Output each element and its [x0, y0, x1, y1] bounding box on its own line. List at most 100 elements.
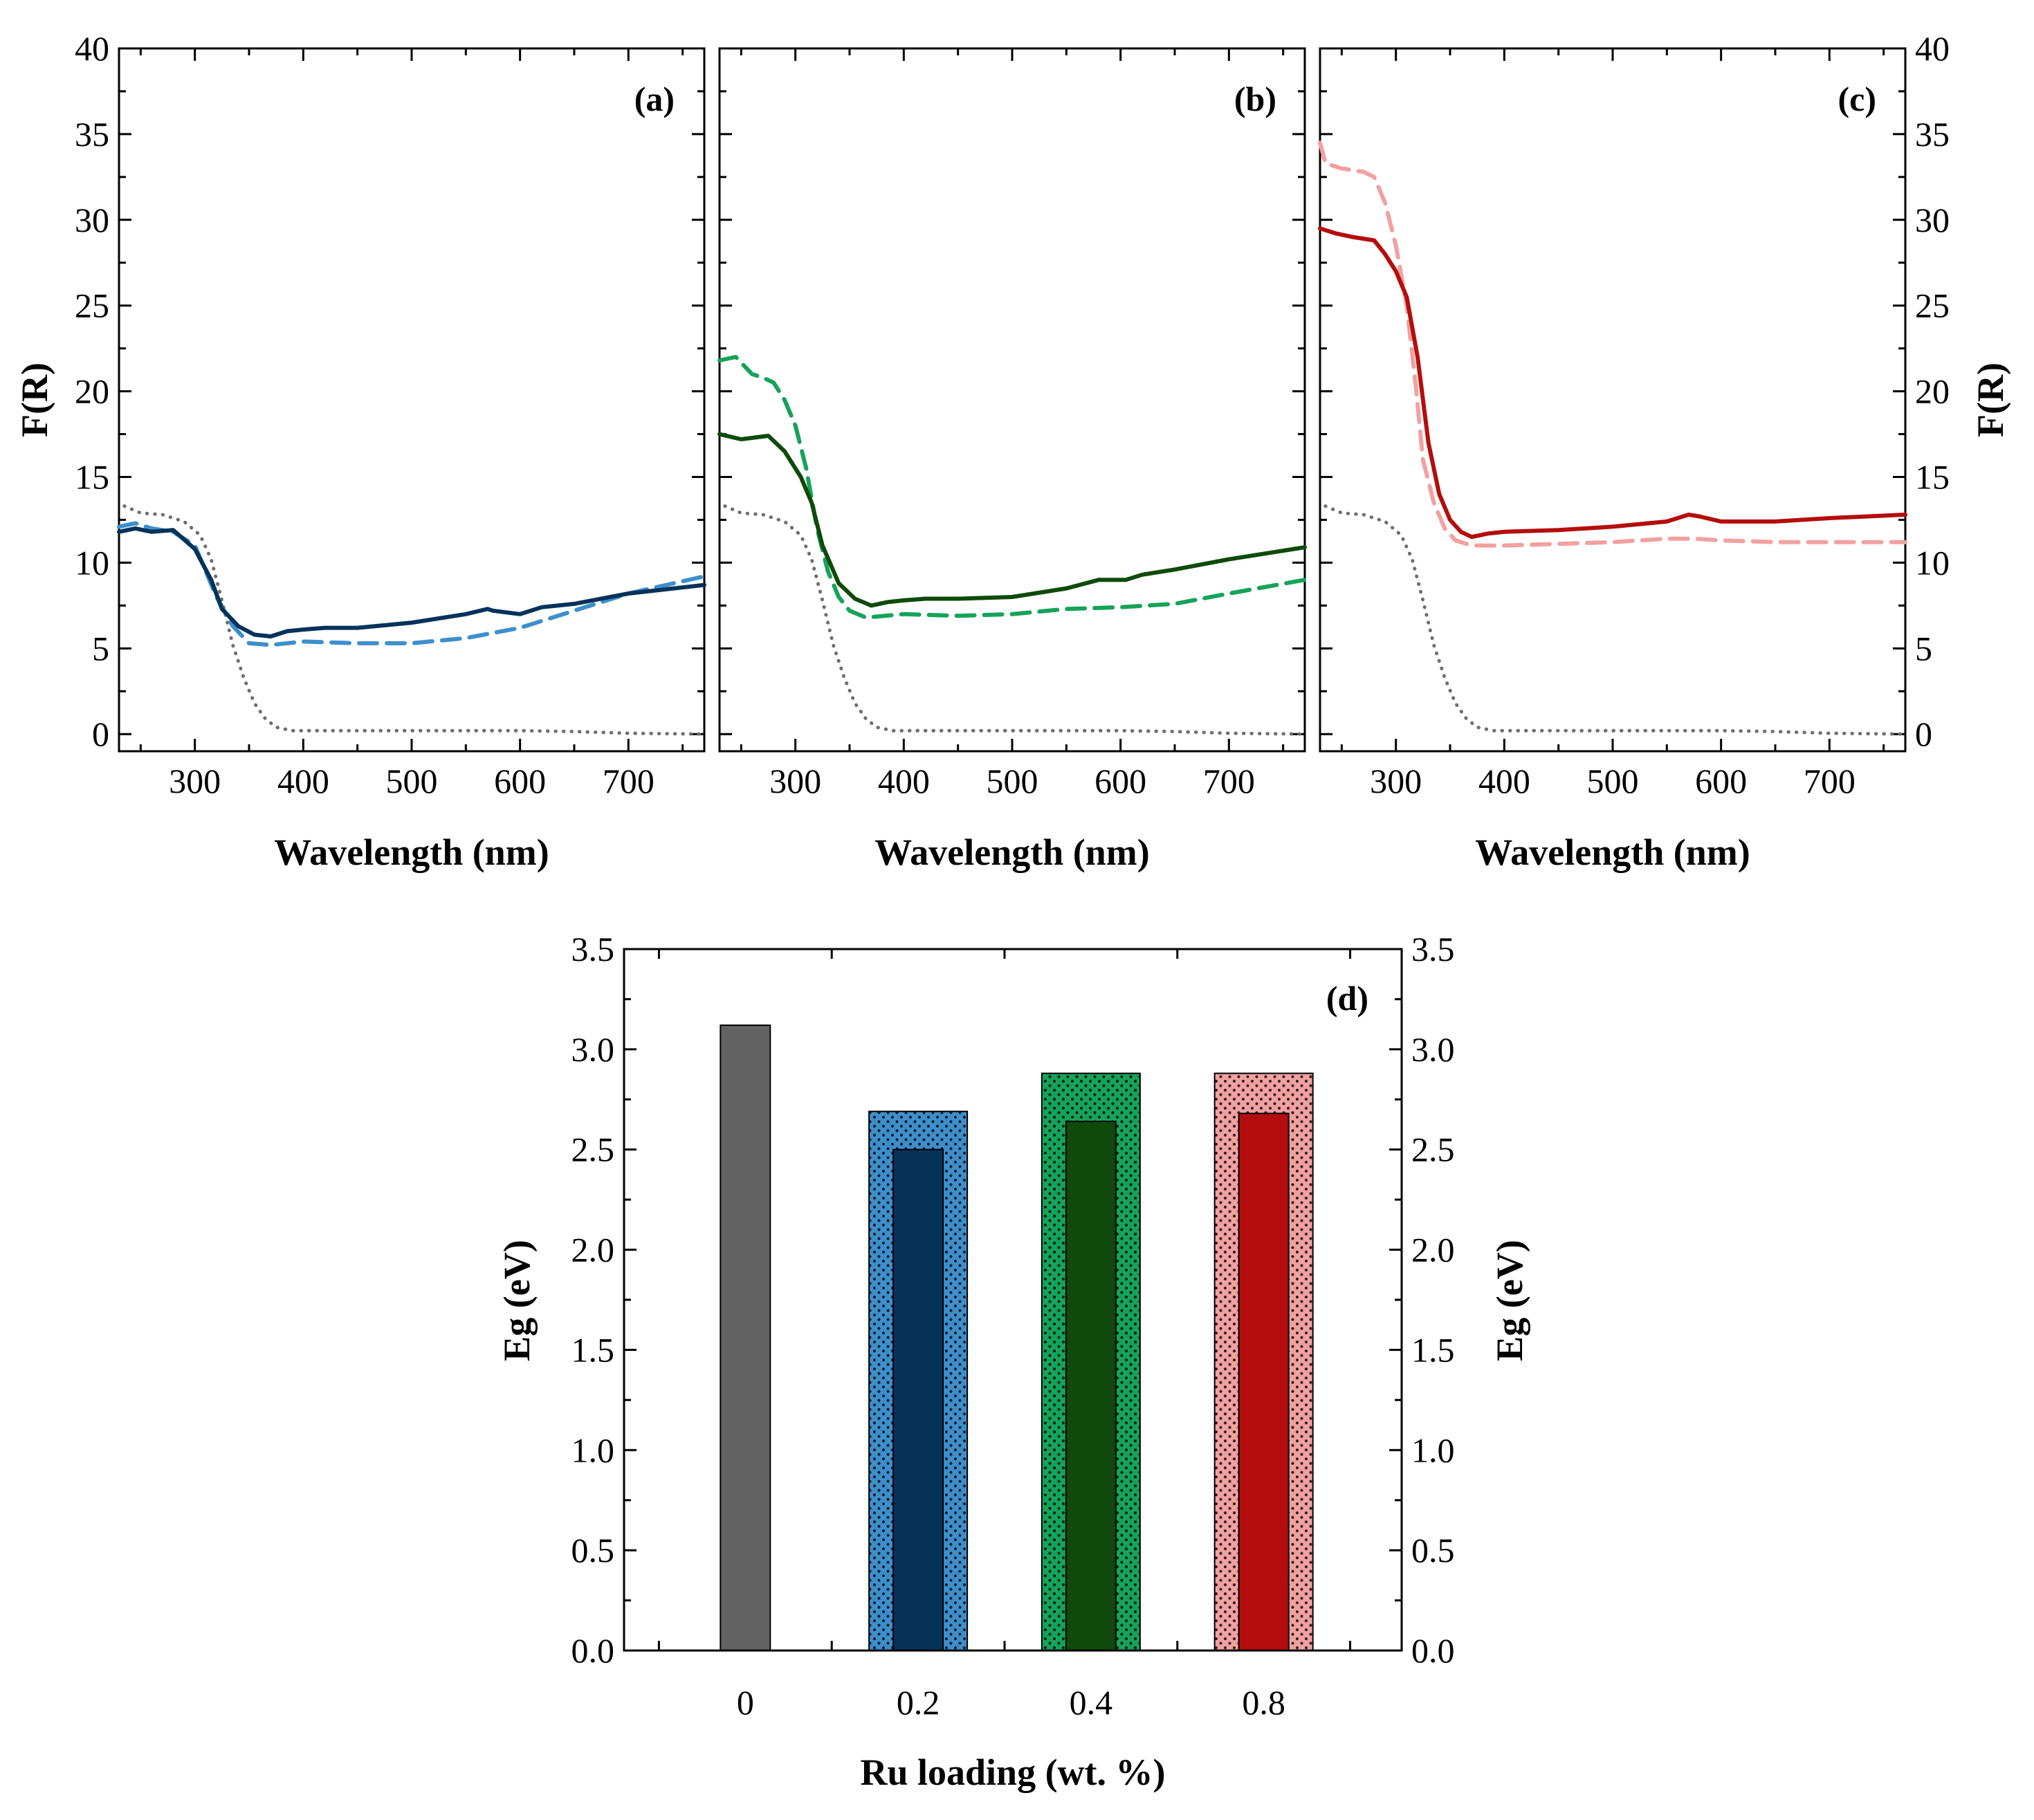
panel-d-y-tick-label-right: 1.5 — [1411, 1330, 1455, 1369]
panel-a-x-tick-label: 300 — [169, 762, 221, 800]
panel-d-x-tick-labels: 0 0.2 0.4 0.8 — [737, 1683, 1285, 1722]
panel-a-y-tick-label: 20 — [75, 372, 109, 411]
panel-c-series-dotted — [1323, 504, 1907, 736]
panel-a-y-tick-label: 30 — [75, 201, 109, 239]
panel-c-x-tick-label: 300 — [1370, 762, 1422, 800]
panel-d-y-tick-label-right: 3.0 — [1411, 1030, 1455, 1069]
panel-d-ticks — [624, 948, 1402, 1652]
panel-d-y-tick-labels-right: 0.0 0.5 1.0 1.5 2.0 2.5 3.0 3.5 — [1411, 930, 1455, 1670]
panel-b-ticks — [720, 47, 1305, 751]
panel-a-y-tick-label: 10 — [75, 543, 109, 582]
panel-c-label: (c) — [1838, 80, 1877, 118]
panel-a-frame — [118, 47, 706, 753]
panel-d-y-tick-label-right: 2.0 — [1411, 1231, 1455, 1269]
panel-d-y-axis-title-left: Eg (eV) — [496, 1240, 538, 1361]
panel-a-y-tick-label: 5 — [92, 629, 109, 668]
panel-c-chart: 0 5 10 15 20 25 30 35 40 300 400 500 600 700 (c) Wav… — [1318, 29, 2011, 873]
panel-d-x-tick-label: 0.8 — [1242, 1683, 1285, 1722]
panel-d-y-tick-label-left: 0.0 — [571, 1631, 615, 1670]
panel-c-series-dashed — [1318, 140, 1907, 548]
panel-d-y-tick-label-right: 0.5 — [1411, 1531, 1455, 1570]
panel-d-chart: 0.0 0.5 1.0 1.5 2.0 2.5 3.0 3.5 0.0 0.5 1.0 1.5 2.0… — [496, 930, 1530, 1793]
panel-a-x-tick-label: 500 — [386, 762, 438, 800]
panel-b-series-dotted — [723, 504, 1307, 736]
panel-d-y-tick-labels-left: 0.0 0.5 1.0 1.5 2.0 2.5 3.0 3.5 — [571, 930, 615, 1670]
panel-a-x-tick-label: 600 — [494, 762, 546, 800]
panel-c-x-axis-title: Wavelength (nm) — [1475, 831, 1750, 873]
panel-c-y-tick-label: 0 — [1915, 715, 1932, 753]
panel-c-y-axis-title: F(R) — [1970, 362, 2011, 437]
panel-c-x-tick-label: 400 — [1478, 762, 1530, 800]
panel-d-x-tick-label: 0 — [737, 1683, 754, 1722]
panel-c-y-tick-labels: 0 5 10 15 20 25 30 35 40 — [1915, 29, 1950, 753]
panel-b-chart: 300 400 500 600 700 (b) Wavelength (nm) — [717, 47, 1307, 873]
panel-b-series-solid — [717, 432, 1307, 608]
panel-a-y-tick-label: 35 — [75, 115, 109, 154]
panel-c-frame — [1319, 47, 1907, 753]
panel-c-y-tick-label: 30 — [1915, 201, 1950, 239]
panel-a-series-solid — [117, 526, 706, 638]
panel-d-label: (d) — [1326, 979, 1368, 1018]
panel-b-x-tick-label: 500 — [987, 762, 1038, 800]
panel-c-series — [1318, 140, 1907, 736]
panel-a-x-tick-label: 400 — [277, 762, 329, 800]
panel-d-x-tick-label: 0.2 — [897, 1683, 940, 1722]
panel-d-y-tick-label-left: 1.5 — [571, 1330, 615, 1369]
panel-c-y-tick-label: 10 — [1915, 543, 1950, 582]
panel-a-x-tick-label: 700 — [603, 762, 654, 800]
panel-c-x-tick-label: 500 — [1587, 762, 1639, 800]
panel-b-x-tick-labels: 300 400 500 600 700 — [769, 762, 1255, 800]
panel-a-label: (a) — [634, 80, 675, 118]
panel-c-y-tick-label: 15 — [1915, 458, 1950, 497]
panel-d-y-tick-label-left: 3.5 — [571, 930, 615, 968]
panel-c-y-tick-label: 25 — [1915, 286, 1950, 325]
panel-c-series-solid — [1318, 226, 1907, 540]
panel-b-series — [717, 355, 1307, 736]
panel-b-label: (b) — [1234, 80, 1276, 118]
panel-b-x-tick-label: 300 — [769, 762, 821, 800]
panel-d-y-tick-label-left: 0.5 — [571, 1531, 615, 1570]
panel-a-chart: 0 5 10 15 20 25 30 35 40 300 400 500 600 700 (a) Wav… — [14, 29, 706, 873]
panel-a-series-dotted — [122, 504, 706, 736]
panel-d-y-tick-label-left: 2.5 — [571, 1130, 615, 1169]
panel-d-bars — [720, 1024, 1314, 1651]
panel-a-x-tick-labels: 300 400 500 600 700 — [169, 762, 654, 800]
panel-c-y-tick-label: 40 — [1915, 29, 1950, 68]
panel-b-x-axis-title: Wavelength (nm) — [874, 831, 1150, 873]
panel-d-y-tick-label-right: 2.5 — [1411, 1130, 1455, 1169]
panel-d-y-tick-label-left: 3.0 — [571, 1030, 615, 1069]
panel-a-y-tick-label: 40 — [75, 29, 109, 68]
panel-a-series-dashed — [117, 521, 706, 647]
panel-b-x-tick-label: 700 — [1203, 762, 1255, 800]
panel-c-x-tick-label: 600 — [1695, 762, 1747, 800]
panel-c-y-tick-label: 5 — [1915, 629, 1932, 668]
panel-a-y-tick-label: 25 — [75, 286, 109, 325]
panel-c-y-tick-label: 35 — [1915, 115, 1950, 154]
panel-d-y-tick-label-right: 3.5 — [1411, 930, 1455, 968]
panel-d-x-axis-title: Ru loading (wt. %) — [860, 1752, 1165, 1793]
bar-inner-0.8 — [1238, 1112, 1290, 1651]
panel-d-y-tick-label-left: 1.0 — [571, 1431, 615, 1469]
panel-c-x-tick-labels: 300 400 500 600 700 — [1370, 762, 1856, 800]
panel-d-y-tick-label-right: 1.0 — [1411, 1431, 1455, 1469]
panel-d-x-tick-label: 0.4 — [1070, 1683, 1113, 1722]
panel-a-series — [117, 504, 706, 736]
panel-c-x-tick-label: 700 — [1804, 762, 1856, 800]
panel-b-series-dashed — [717, 355, 1307, 620]
panel-b-frame — [718, 47, 1306, 753]
panel-a-y-tick-label: 15 — [75, 458, 109, 497]
bar-inner-0 — [720, 1024, 771, 1651]
panel-d-y-tick-label-right: 0.0 — [1411, 1631, 1455, 1670]
panel-b-x-tick-label: 600 — [1094, 762, 1146, 800]
panel-a-ticks — [119, 47, 704, 751]
bar-inner-0.4 — [1065, 1121, 1117, 1651]
panel-a-y-tick-labels: 0 5 10 15 20 25 30 35 40 — [75, 29, 109, 753]
panel-b-x-tick-label: 400 — [878, 762, 930, 800]
panel-c-ticks — [1320, 47, 1905, 751]
panel-a-y-axis-title: F(R) — [14, 362, 55, 437]
bar-inner-0.2 — [892, 1148, 944, 1651]
panel-c-y-tick-label: 20 — [1915, 372, 1950, 411]
panel-d-y-tick-label-left: 2.0 — [571, 1231, 615, 1269]
panel-d-y-axis-title-right: Eg (eV) — [1489, 1240, 1530, 1361]
